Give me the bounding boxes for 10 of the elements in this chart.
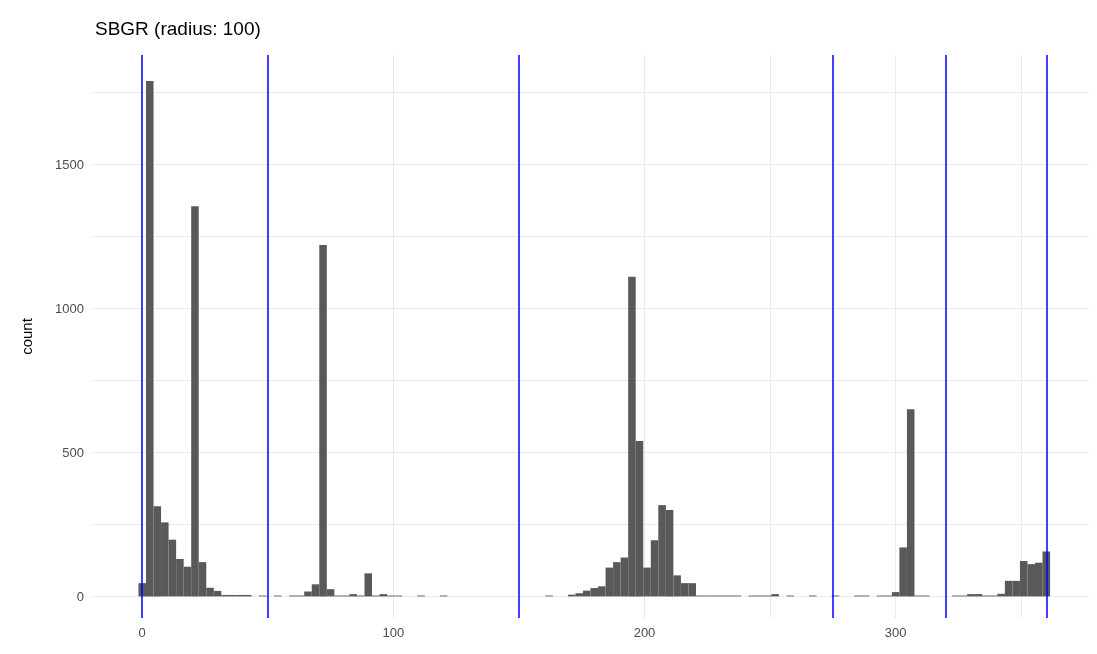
x-tick-label: 200 bbox=[633, 625, 656, 640]
y-tick-label: 0 bbox=[76, 588, 84, 604]
chart-title: SBGR (radius: 100) bbox=[95, 18, 261, 39]
y-tick-label: 1000 bbox=[55, 300, 84, 316]
x-tick-label: 300 bbox=[884, 625, 907, 640]
x-tick-label: 100 bbox=[382, 625, 405, 640]
y-axis-title: count bbox=[18, 317, 35, 355]
x-tick-label: 0 bbox=[138, 625, 146, 640]
y-tick-label: 1500 bbox=[55, 156, 84, 172]
y-tick-label: 500 bbox=[62, 444, 84, 460]
